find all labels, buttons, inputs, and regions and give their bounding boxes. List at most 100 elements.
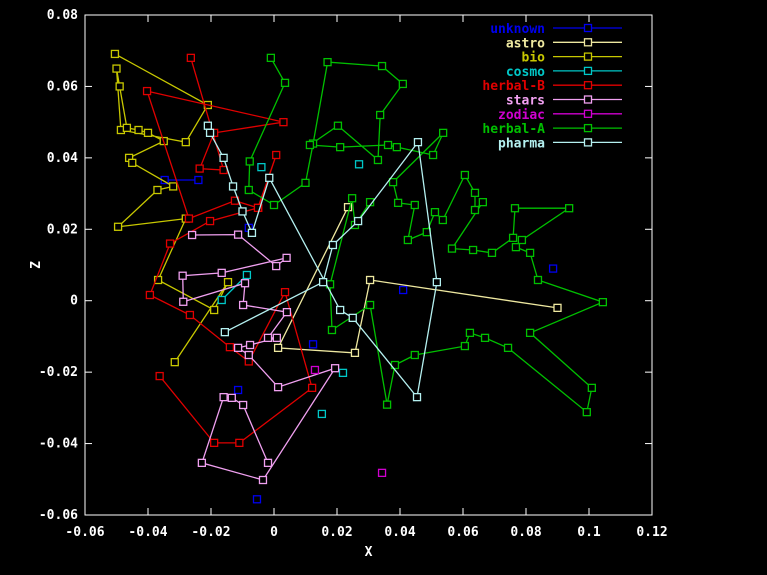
data-point-herbal-B bbox=[186, 53, 195, 63]
legend-label-herbal-B: herbal-B bbox=[482, 79, 545, 94]
data-point-herbal-A bbox=[470, 205, 480, 215]
data-point-stars bbox=[330, 364, 340, 373]
data-point-unknown bbox=[398, 285, 408, 295]
data-point-herbal-B bbox=[225, 342, 235, 352]
data-point-herbal-A bbox=[517, 235, 527, 245]
data-point-herbal-A bbox=[447, 244, 457, 253]
data-point-astro bbox=[273, 343, 283, 353]
data-point-bio bbox=[115, 82, 124, 91]
x-tick-label: -0.06 bbox=[65, 525, 104, 540]
data-point-herbal-A bbox=[587, 383, 596, 393]
data-point-stars bbox=[238, 400, 248, 410]
series-line-bio bbox=[114, 53, 229, 363]
data-point-herbal-B bbox=[280, 287, 290, 297]
data-point-pharma bbox=[413, 137, 423, 147]
series-line-herbal-B bbox=[146, 57, 313, 444]
data-point-herbal-A bbox=[392, 142, 402, 152]
x-tick-label: 0.04 bbox=[384, 525, 415, 540]
data-point-stars bbox=[238, 300, 248, 310]
data-point-herbal-A bbox=[269, 200, 279, 210]
legend-label-pharma: pharma bbox=[498, 136, 545, 151]
data-point-stars bbox=[219, 392, 228, 402]
data-point-stars bbox=[273, 382, 283, 392]
data-point-stars bbox=[179, 297, 188, 306]
data-point-herbal-A bbox=[598, 297, 608, 307]
data-point-herbal-A bbox=[428, 150, 438, 160]
data-point-herbal-A bbox=[244, 185, 253, 195]
data-point-bio bbox=[110, 49, 120, 59]
legend-marker-zodiac bbox=[583, 109, 593, 118]
data-point-unknown bbox=[233, 385, 243, 395]
data-point-herbal-B bbox=[155, 371, 164, 381]
x-axis-title: X bbox=[365, 545, 373, 560]
plot-border bbox=[84, 14, 653, 516]
data-point-herbal-A bbox=[333, 121, 343, 130]
data-point-pharma bbox=[353, 216, 363, 226]
data-point-bio bbox=[169, 182, 178, 191]
data-point-bio bbox=[153, 275, 163, 285]
x-tick-label: 0.08 bbox=[510, 525, 541, 540]
data-point-stars bbox=[227, 393, 236, 403]
legend-marker-bio bbox=[583, 52, 593, 61]
data-point-herbal-B bbox=[145, 290, 155, 300]
data-point-herbal-A bbox=[365, 300, 375, 310]
data-point-herbal-A bbox=[373, 155, 383, 165]
legend-marker-astro bbox=[583, 38, 593, 47]
x-tick-label: -0.02 bbox=[191, 525, 230, 540]
legend-label-bio: bio bbox=[522, 51, 546, 66]
data-point-stars bbox=[233, 343, 243, 353]
x-tick-label: 0.06 bbox=[447, 525, 478, 540]
data-point-pharma bbox=[205, 128, 215, 138]
data-point-pharma bbox=[238, 207, 247, 216]
data-point-herbal-A bbox=[388, 177, 398, 187]
data-point-cosmo bbox=[217, 295, 226, 305]
data-point-herbal-A bbox=[430, 207, 440, 217]
data-point-pharma bbox=[220, 327, 230, 337]
data-point-astro bbox=[350, 348, 360, 358]
data-point-pharma bbox=[318, 277, 328, 287]
data-point-stars bbox=[272, 261, 281, 271]
data-point-pharma bbox=[348, 313, 357, 323]
data-point-stars bbox=[233, 230, 243, 239]
data-point-herbal-A bbox=[525, 248, 535, 258]
data-point-herbal-A bbox=[480, 333, 490, 343]
data-point-herbal-B bbox=[142, 86, 152, 96]
data-point-zodiac bbox=[310, 365, 320, 375]
data-point-pharma bbox=[412, 392, 422, 402]
legend-label-astro: astro bbox=[506, 36, 545, 51]
data-point-herbal-A bbox=[511, 242, 521, 252]
legend-label-zodiac: zodiac bbox=[498, 108, 545, 123]
data-point-unknown bbox=[252, 495, 262, 504]
data-point-herbal-A bbox=[565, 204, 574, 213]
x-tick-label: 0.12 bbox=[636, 525, 667, 540]
x-tick-label: 0.1 bbox=[577, 525, 601, 540]
data-point-stars bbox=[263, 333, 273, 343]
x-tick-label: -0.04 bbox=[128, 525, 167, 540]
legend-marker-unknown bbox=[583, 23, 593, 33]
y-tick-label: 0.04 bbox=[47, 151, 78, 166]
data-point-herbal-A bbox=[383, 140, 393, 150]
data-point-astro bbox=[343, 202, 353, 212]
data-point-bio bbox=[128, 158, 137, 168]
data-point-herbal-A bbox=[468, 245, 478, 255]
data-point-bio bbox=[223, 277, 233, 287]
legend-label-stars: stars bbox=[506, 94, 545, 109]
data-point-pharma bbox=[228, 182, 238, 191]
data-point-stars bbox=[245, 340, 255, 350]
series-line-pharma bbox=[207, 125, 438, 399]
data-point-herbal-B bbox=[253, 203, 263, 213]
data-point-herbal-A bbox=[376, 110, 385, 120]
y-tick-label: -0.04 bbox=[39, 437, 78, 452]
data-point-stars bbox=[217, 268, 226, 278]
data-point-pharma bbox=[328, 240, 338, 250]
legend-label-herbal-A: herbal-A bbox=[482, 122, 545, 137]
data-point-bio bbox=[181, 137, 190, 147]
data-point-unknown bbox=[194, 175, 203, 185]
data-point-herbal-B bbox=[195, 164, 204, 173]
data-point-herbal-A bbox=[460, 170, 470, 180]
y-tick-label: -0.02 bbox=[39, 365, 78, 380]
data-point-herbal-A bbox=[503, 343, 513, 353]
data-point-cosmo bbox=[257, 162, 266, 172]
data-point-bio bbox=[209, 305, 219, 315]
